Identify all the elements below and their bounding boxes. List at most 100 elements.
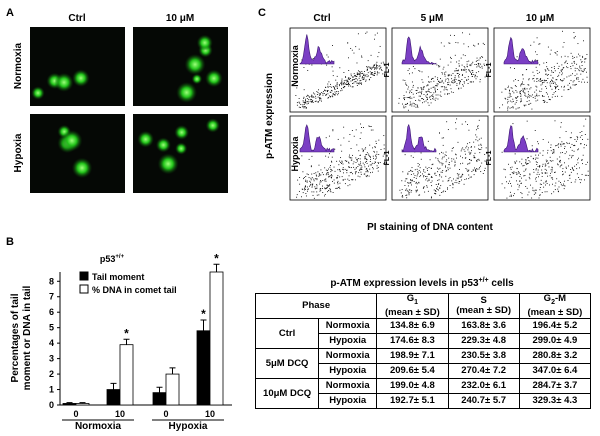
- event-dot: [366, 170, 368, 172]
- event-dot: [545, 92, 547, 94]
- event-dot: [578, 81, 580, 82]
- event-dot: [437, 77, 439, 79]
- event-dot: [550, 160, 552, 162]
- event-dot: [576, 56, 578, 58]
- event-dot: [534, 158, 536, 160]
- event-dot: [547, 74, 549, 75]
- event-dot: [330, 168, 332, 170]
- event-dot: [302, 188, 304, 190]
- event-dot: [402, 171, 404, 173]
- event-dot: [366, 168, 368, 169]
- event-dot: [567, 89, 569, 91]
- event-dot: [469, 162, 471, 164]
- event-dot: [465, 167, 467, 169]
- event-dot: [526, 120, 528, 122]
- event-dot: [359, 83, 361, 84]
- event-dot: [575, 84, 576, 86]
- cell: [157, 153, 179, 175]
- event-dot: [405, 189, 406, 191]
- value-cell: 198.9± 7.1: [376, 348, 449, 364]
- event-dot: [539, 78, 541, 80]
- event-dot: [442, 180, 444, 182]
- event-dot: [468, 169, 470, 171]
- event-dot: [535, 169, 537, 171]
- cell: [175, 142, 188, 155]
- event-dot: [314, 101, 316, 103]
- event-dot: [419, 100, 421, 102]
- event-dot: [584, 134, 586, 135]
- event-dot: [467, 147, 469, 149]
- event-dot: [553, 152, 555, 154]
- event-dot: [556, 51, 558, 52]
- event-dot: [366, 152, 368, 154]
- event-dot: [429, 97, 431, 99]
- header-text: -M: [554, 293, 567, 305]
- event-dot: [574, 75, 576, 77]
- event-dot: [572, 169, 574, 171]
- event-dot: [427, 140, 429, 142]
- event-dot: [351, 130, 353, 131]
- event-dot: [574, 84, 576, 86]
- event-dot: [528, 191, 530, 193]
- event-dot: [417, 92, 419, 94]
- x-axis-label: PI staining of DNA content: [367, 222, 493, 233]
- event-dot: [537, 171, 539, 173]
- event-dot: [448, 79, 450, 81]
- event-dot: [473, 44, 474, 46]
- event-dot: [518, 107, 520, 109]
- event-dot: [544, 163, 546, 165]
- event-dot: [518, 172, 520, 174]
- event-dot: [453, 79, 455, 80]
- event-dot: [474, 64, 476, 65]
- event-dot: [480, 137, 482, 139]
- event-dot: [550, 150, 552, 152]
- event-dot: [319, 183, 321, 185]
- event-dot: [549, 99, 551, 101]
- event-dot: [352, 163, 354, 165]
- event-dot: [574, 145, 576, 147]
- event-dot: [547, 46, 549, 48]
- event-dot: [417, 105, 418, 107]
- event-dot: [560, 144, 562, 146]
- event-dot: [448, 164, 450, 166]
- event-dot: [413, 177, 415, 178]
- table: Phase G1 (mean ± SD) S (mean ± SD) G2-M (me…: [254, 293, 592, 409]
- event-dot: [559, 156, 561, 158]
- event-dot: [476, 136, 478, 138]
- event-dot: [561, 69, 563, 71]
- event-dot: [573, 145, 575, 147]
- event-dot: [437, 79, 438, 81]
- event-dot: [411, 89, 413, 91]
- event-dot: [545, 180, 547, 182]
- event-dot: [335, 92, 337, 94]
- event-dot: [571, 62, 573, 64]
- event-dot: [517, 183, 519, 185]
- event-dot: [362, 79, 364, 81]
- event-dot: [305, 98, 306, 100]
- event-dot: [462, 84, 464, 86]
- event-dot: [319, 100, 321, 102]
- event-dot: [447, 169, 449, 171]
- group-cell: Ctrl: [254, 318, 320, 349]
- event-dot: [331, 161, 333, 163]
- event-dot: [516, 173, 518, 175]
- event-dot: [570, 79, 572, 81]
- event-dot: [542, 165, 543, 167]
- event-dot: [511, 172, 513, 173]
- event-dot: [328, 95, 330, 97]
- event-dot: [468, 178, 470, 180]
- event-dot: [451, 81, 452, 83]
- event-dot: [316, 187, 318, 189]
- event-dot: [374, 146, 376, 147]
- event-dot: [574, 181, 576, 183]
- event-dot: [340, 144, 342, 146]
- event-dot: [409, 92, 411, 94]
- event-dot: [576, 63, 578, 65]
- event-dot: [535, 100, 537, 102]
- event-dot: [461, 79, 463, 80]
- event-dot: [523, 175, 525, 177]
- event-dot: [361, 56, 363, 58]
- event-dot: [536, 93, 538, 95]
- event-dot: [427, 90, 429, 92]
- event-dot: [404, 103, 406, 105]
